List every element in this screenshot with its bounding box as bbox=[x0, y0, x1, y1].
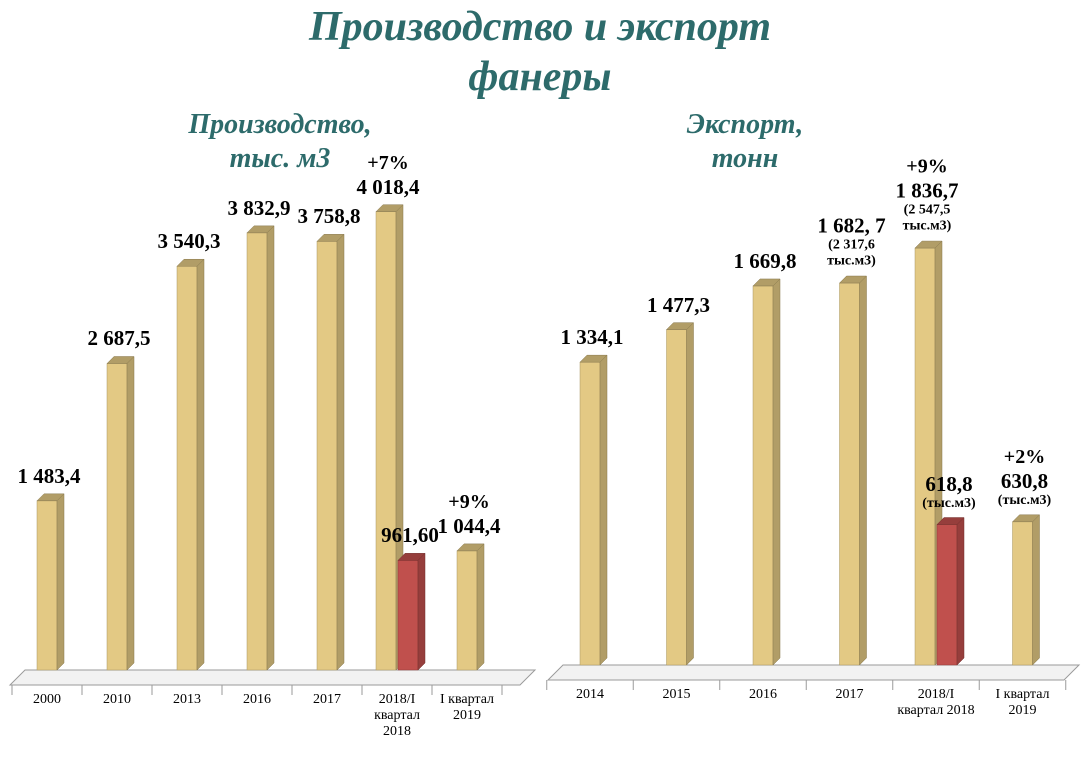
value-label: 1 483,4 bbox=[17, 463, 81, 488]
bar bbox=[456, 550, 478, 671]
bar-edge bbox=[395, 204, 404, 212]
bar-label: 3 832,9 bbox=[228, 196, 291, 220]
bar bbox=[316, 241, 338, 671]
bar bbox=[579, 361, 601, 666]
bar-depth bbox=[397, 553, 426, 671]
value-label: 2 687,5 bbox=[87, 326, 151, 351]
bar bbox=[375, 211, 397, 671]
x-tick-label: I квартал 2019 bbox=[995, 687, 1050, 719]
x-tick-label: 2018/I квартал 2018 bbox=[374, 692, 420, 740]
growth-label: +2% bbox=[1003, 445, 1046, 468]
value-label: 1 334,1 bbox=[560, 325, 624, 350]
bar-label: +9% 1 836,7 (2 547,5 тыс.м3) bbox=[892, 156, 962, 235]
chart-title: Производство, тыс. м3 bbox=[188, 109, 372, 174]
value-label: 618,8 bbox=[925, 471, 973, 496]
x-tick-label: 2016 bbox=[243, 692, 271, 707]
bar-edge bbox=[599, 354, 608, 363]
x-tick-label: 2017 bbox=[835, 687, 864, 702]
slide-title: Производство и экспорт фанеры bbox=[308, 4, 772, 101]
x-tick-label: 2010 bbox=[103, 692, 131, 707]
bar-label: 3 758,8 bbox=[298, 204, 361, 228]
bar bbox=[397, 560, 419, 671]
bar-label: +7% 4 018,4 bbox=[357, 152, 420, 199]
value-label: 1 044,4 bbox=[437, 513, 501, 538]
value-label: 3 758,8 bbox=[297, 204, 361, 229]
unit-label: (2 317,6 тыс.м3) bbox=[827, 237, 876, 269]
value-label: 3 832,9 bbox=[227, 195, 291, 220]
bar bbox=[106, 363, 128, 671]
bar bbox=[666, 329, 687, 666]
bar-depth bbox=[665, 322, 694, 666]
growth-label: +9% bbox=[906, 155, 948, 178]
bar-edge bbox=[686, 322, 694, 330]
floor bbox=[546, 664, 1081, 681]
unit-label: (2 547,5 тыс.м3) bbox=[902, 202, 952, 234]
unit-label: (тыс.м3) bbox=[997, 492, 1052, 508]
bar-label: 3 540,3 bbox=[158, 229, 221, 253]
bar-label: +2% 630,8 (тыс.м3) bbox=[990, 446, 1060, 509]
chart-title: Экспорт, тонн bbox=[686, 109, 804, 174]
value-label: 961,60 bbox=[381, 523, 439, 548]
bar-depth bbox=[456, 543, 485, 671]
value-label: 1 836,7 bbox=[895, 178, 959, 203]
floor bbox=[8, 669, 537, 686]
bar-edge bbox=[336, 234, 345, 242]
bar-edge bbox=[859, 275, 867, 284]
bar-depth bbox=[36, 493, 65, 671]
bar-label: 1 477,3 bbox=[647, 293, 710, 317]
bar-edge bbox=[266, 225, 275, 234]
bar-label: 1 334,1 bbox=[561, 325, 624, 349]
bar bbox=[914, 247, 936, 666]
bar-label: 2 687,5 bbox=[88, 326, 151, 350]
bar-edge bbox=[417, 553, 426, 561]
bar-edge bbox=[934, 240, 943, 249]
x-tick-label: I квартал 2019 bbox=[439, 692, 495, 724]
bar-depth bbox=[246, 225, 275, 671]
value-label: 3 540,3 bbox=[157, 229, 221, 254]
bar-edge bbox=[956, 517, 965, 525]
bar bbox=[246, 232, 268, 671]
bar bbox=[936, 524, 958, 666]
bar-label: 1 682, 7 (2 317,6 тыс.м3) bbox=[817, 214, 887, 270]
bar-label: 618,8 (тыс.м3) bbox=[914, 471, 984, 511]
x-tick-label: 2000 bbox=[33, 692, 61, 707]
bar-label: 1 669,8 bbox=[734, 249, 797, 273]
bar-edge bbox=[1032, 514, 1040, 522]
bar-edge bbox=[476, 543, 485, 552]
value-label: 1 682, 7 bbox=[817, 213, 886, 238]
value-label: 4 018,4 bbox=[356, 174, 420, 199]
value-label: 1 477,3 bbox=[647, 292, 710, 317]
bar-edge bbox=[56, 493, 65, 501]
x-tick-label: 2017 bbox=[313, 692, 341, 707]
value-label: 1 669,8 bbox=[733, 248, 797, 273]
bar-edge bbox=[126, 356, 135, 364]
bar bbox=[176, 265, 198, 671]
bar-edge bbox=[196, 259, 205, 267]
x-tick-label: 2013 bbox=[173, 692, 201, 707]
bar bbox=[36, 500, 58, 671]
x-tick-label: 2018/I квартал 2018 bbox=[897, 687, 975, 719]
value-label: 630,8 bbox=[1000, 468, 1049, 493]
growth-label: +7% bbox=[367, 151, 409, 174]
bar-edge bbox=[772, 278, 781, 287]
bar bbox=[752, 285, 774, 666]
x-tick-label: 2015 bbox=[662, 687, 691, 702]
growth-label: +9% bbox=[448, 490, 490, 513]
x-tick-label: 2016 bbox=[749, 687, 777, 702]
bar-depth bbox=[316, 234, 345, 671]
bar-label: 1 483,4 bbox=[18, 464, 81, 488]
bar bbox=[839, 282, 860, 666]
unit-label: (тыс.м3) bbox=[922, 495, 976, 511]
bar bbox=[1012, 521, 1033, 666]
bar-label: 961,60 bbox=[381, 523, 439, 547]
x-tick-label: 2014 bbox=[576, 687, 604, 702]
bar-label: +9% 1 044,4 bbox=[438, 491, 501, 538]
